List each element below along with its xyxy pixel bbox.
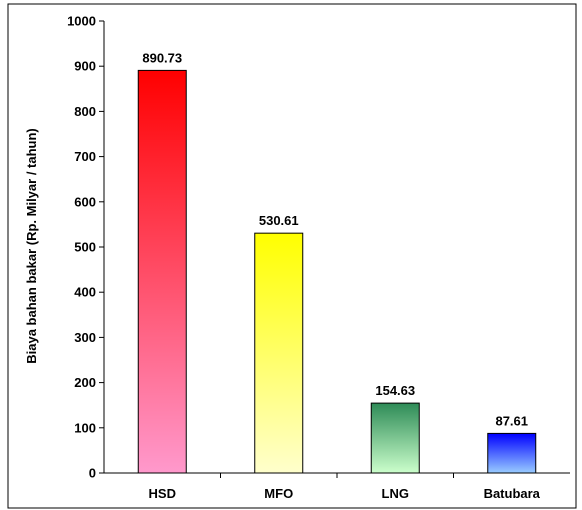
y-tick-label: 400 bbox=[74, 285, 96, 300]
y-tick-label: 500 bbox=[74, 240, 96, 255]
bar-lng bbox=[370, 402, 420, 474]
y-tick-label: 600 bbox=[74, 194, 96, 209]
y-tick-label: 100 bbox=[74, 420, 96, 435]
y-tick-label: 1000 bbox=[67, 14, 96, 29]
bar-batubara bbox=[487, 432, 537, 474]
y-tick-label: 700 bbox=[74, 149, 96, 164]
data-label-hsd: 890.73 bbox=[142, 50, 182, 65]
category-label-lng: LNG bbox=[382, 486, 409, 501]
category-label-batubara: Batubara bbox=[484, 486, 541, 501]
y-tick-label: 0 bbox=[89, 466, 96, 481]
data-label-batubara: 87.61 bbox=[495, 413, 528, 428]
y-tick-label: 300 bbox=[74, 330, 96, 345]
data-label-lng: 154.63 bbox=[375, 383, 415, 398]
y-tick-label: 800 bbox=[74, 104, 96, 119]
category-label-hsd: HSD bbox=[149, 486, 176, 501]
data-label-mfo: 530.61 bbox=[259, 213, 299, 228]
y-tick-label: 200 bbox=[74, 375, 96, 390]
axis-layer: HSD MFO LNG Batubara 0 100 200 300 400 500 600 700 8… bbox=[67, 14, 570, 501]
y-tick-label: 900 bbox=[74, 59, 96, 74]
bar-mfo bbox=[254, 232, 304, 474]
bars-layer: 890.73 530.61 154.63 87.61 bbox=[137, 50, 537, 474]
bar-hsd bbox=[137, 69, 187, 474]
y-axis-title: Biaya bahan bakar (Rp. Milyar / tahun) bbox=[24, 128, 39, 364]
category-label-mfo: MFO bbox=[264, 486, 293, 501]
